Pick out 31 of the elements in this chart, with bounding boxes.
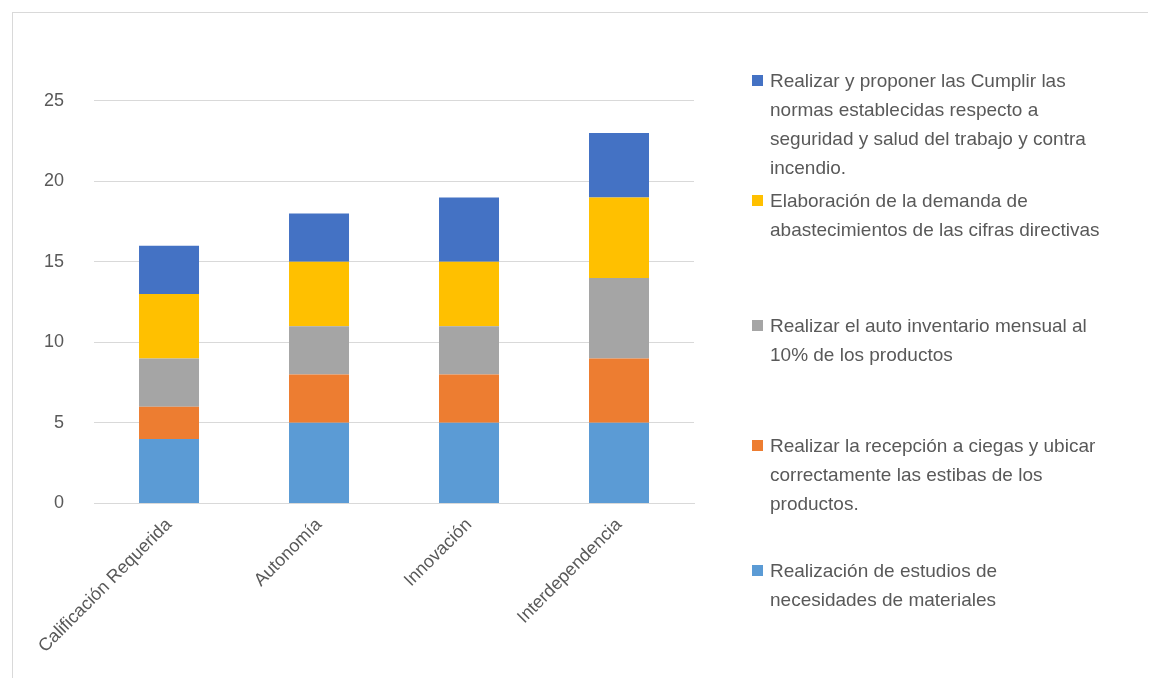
bar	[289, 261, 350, 327]
bar	[589, 358, 649, 423]
y-tick-label: 20	[43, 170, 65, 191]
y-tick-label: 25	[43, 89, 65, 110]
y-tick-label: 5	[54, 411, 65, 432]
bar	[439, 374, 500, 423]
bar	[139, 245, 200, 295]
legend-label: Elaboración de la demanda de abastecimientos de las cifras directivas	[770, 190, 1100, 240]
bar	[589, 277, 649, 359]
bar	[139, 406, 200, 439]
bar	[589, 133, 649, 198]
bar	[589, 422, 649, 503]
bar	[439, 261, 500, 327]
legend-label: Realizar y proponer las Cumplir las normas establecidas respecto a seguridad y salud del trabajo y contra incendio.	[770, 70, 1086, 178]
bar	[289, 213, 350, 262]
bar	[439, 422, 500, 503]
y-tick-label: 0	[54, 492, 65, 513]
legend-label: Realizar la recepción a ciegas y ubicar correctamente las estibas de los productos.	[770, 435, 1096, 514]
bar	[439, 326, 500, 375]
legend-label: Realizar el auto inventario mensual al 10% de los productos	[770, 315, 1087, 365]
bar	[139, 438, 200, 503]
legend-label: Realización de estudios de necesidades de materiales	[770, 560, 998, 610]
y-tick-label: 10	[43, 331, 65, 352]
bar	[439, 197, 500, 262]
bar	[289, 326, 350, 375]
bar	[289, 374, 350, 423]
bar	[289, 422, 350, 503]
bar	[139, 358, 200, 407]
bar	[589, 197, 649, 278]
y-tick-label: 15	[43, 250, 65, 271]
bar	[139, 294, 200, 359]
